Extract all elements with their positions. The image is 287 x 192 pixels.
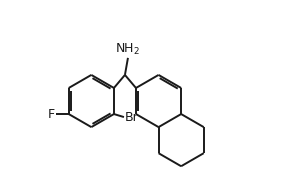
Text: F: F: [48, 108, 55, 121]
Text: NH$_2$: NH$_2$: [115, 42, 140, 57]
Text: Br: Br: [125, 111, 139, 124]
